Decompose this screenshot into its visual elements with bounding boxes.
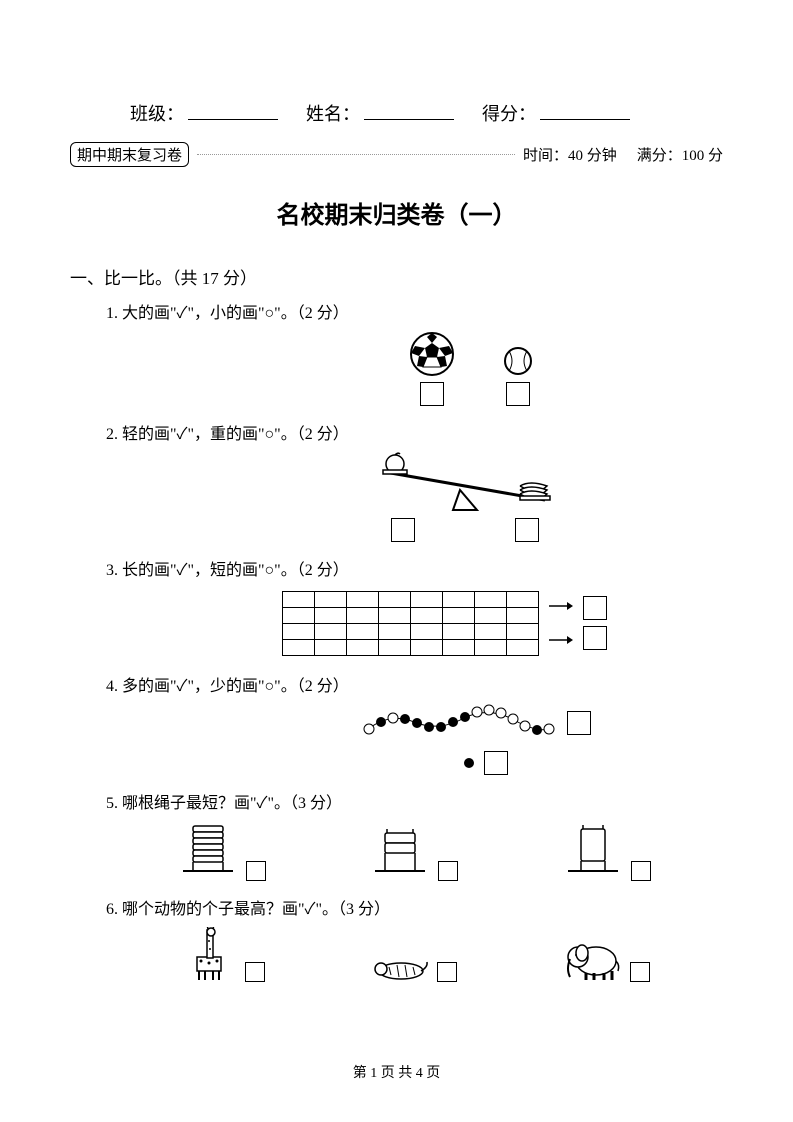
q6-checkbox-1[interactable] [245, 962, 265, 982]
q2-checkbox-2[interactable] [515, 518, 539, 542]
rope-short-icon [563, 821, 623, 881]
q6-option-tiger [371, 927, 457, 982]
q6-option-giraffe [179, 927, 265, 982]
q3-arrows-icon [549, 588, 573, 658]
rope-coiled-icon [178, 821, 238, 881]
q6-checkbox-3[interactable] [630, 962, 650, 982]
q5-checkbox-1[interactable] [246, 861, 266, 881]
page-title: 名校期末归类卷（一） [70, 195, 723, 230]
q5-option-1 [178, 821, 266, 881]
score-blank[interactable] [540, 102, 630, 120]
question-6: 6. 哪个动物的个子最高？画"✓"。（3 分） [70, 895, 723, 919]
page-footer: 第 1 页 共 4 页 [0, 1062, 793, 1082]
dotted-divider [197, 154, 515, 155]
single-bead-icon [462, 756, 476, 770]
q3-checkbox-1[interactable] [583, 596, 607, 620]
q5-option-2 [370, 821, 458, 881]
q3-checkbox-2[interactable] [583, 626, 607, 650]
giraffe-icon [179, 927, 239, 982]
full-score-label: 满分：100 分 [637, 144, 723, 165]
q1-checkbox-1[interactable] [420, 382, 444, 406]
student-info-header: 班级： 姓名： 得分： [70, 100, 723, 126]
name-label: 姓名： [306, 100, 360, 126]
question-1: 1. 大的画"✓"，小的画"○"。（2 分） [70, 299, 723, 323]
q5-option-3 [563, 821, 651, 881]
class-label: 班级： [130, 100, 184, 126]
class-blank[interactable] [188, 102, 278, 120]
question-4: 4. 多的画"✓"，少的画"○"。（2 分） [70, 672, 723, 696]
seesaw-icon [365, 452, 565, 522]
score-label: 得分： [482, 100, 536, 126]
soccer-ball-icon [409, 331, 455, 377]
beads-string-icon [359, 700, 559, 745]
q5-checkbox-2[interactable] [438, 861, 458, 881]
name-blank[interactable] [364, 102, 454, 120]
elephant-icon [564, 927, 624, 982]
q3-grid [282, 591, 539, 656]
question-5: 5. 哪根绳子最短？画"✓"。（3 分） [70, 789, 723, 813]
q6-checkbox-2[interactable] [437, 962, 457, 982]
review-badge: 期中期末复习卷 [70, 142, 189, 167]
tiger-icon [371, 927, 431, 982]
q4-checkbox-1[interactable] [567, 711, 591, 735]
baseball-icon [495, 331, 541, 377]
q5-checkbox-3[interactable] [631, 861, 651, 881]
q1-option-baseball [495, 331, 541, 406]
time-label: 时间：40 分钟 [523, 144, 617, 165]
q1-option-soccer [409, 331, 455, 406]
q4-checkbox-2[interactable] [484, 751, 508, 775]
section-1-header: 一、比一比。（共 17 分） [70, 264, 723, 289]
q2-checkbox-1[interactable] [391, 518, 415, 542]
question-2: 2. 轻的画"✓"，重的画"○"。（2 分） [70, 420, 723, 444]
q6-option-elephant [564, 927, 650, 982]
q1-checkbox-2[interactable] [506, 382, 530, 406]
question-3: 3. 长的画"✓"，短的画"○"。（2 分） [70, 556, 723, 580]
rope-medium-icon [370, 821, 430, 881]
sub-header: 期中期末复习卷 时间：40 分钟 满分：100 分 [70, 142, 723, 167]
